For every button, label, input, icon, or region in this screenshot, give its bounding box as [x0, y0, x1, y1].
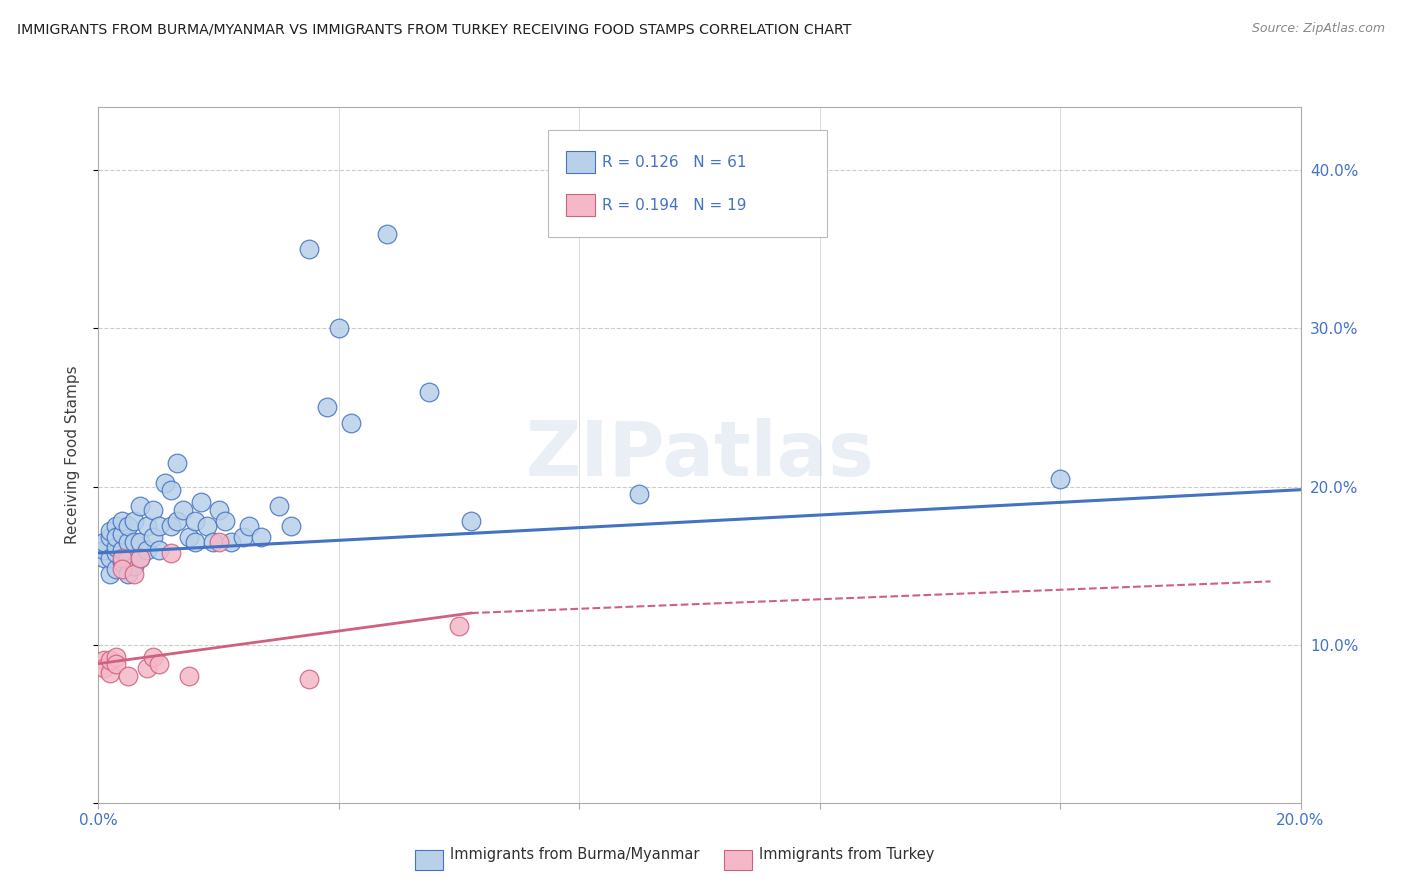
Point	[208, 534, 231, 549]
Point	[148, 519, 170, 533]
Point	[100, 530, 122, 544]
Point	[129, 550, 152, 565]
Point	[124, 566, 146, 581]
Point	[141, 650, 163, 665]
Point	[1049, 472, 1071, 486]
Point	[111, 556, 134, 570]
Point	[141, 503, 163, 517]
Point	[214, 514, 236, 528]
Point	[100, 666, 122, 681]
Point	[93, 534, 115, 549]
Text: ZIPatlas: ZIPatlas	[526, 418, 873, 491]
Point	[105, 519, 128, 533]
Point	[93, 550, 115, 565]
Point	[208, 503, 231, 517]
Text: IMMIGRANTS FROM BURMA/MYANMAR VS IMMIGRANTS FROM TURKEY RECEIVING FOOD STAMPS CO: IMMIGRANTS FROM BURMA/MYANMAR VS IMMIGRA…	[17, 22, 852, 37]
Point	[328, 321, 350, 335]
Text: Source: ZipAtlas.com: Source: ZipAtlas.com	[1251, 22, 1385, 36]
Point	[100, 524, 122, 538]
Point	[148, 657, 170, 671]
Point	[159, 519, 181, 533]
Point	[177, 669, 200, 683]
Point	[141, 530, 163, 544]
Point	[111, 514, 134, 528]
Point	[129, 550, 152, 565]
Point	[183, 534, 205, 549]
Point	[135, 542, 157, 557]
Point	[100, 550, 122, 565]
Point	[315, 401, 337, 415]
Point	[249, 530, 271, 544]
Point	[135, 661, 157, 675]
Point	[298, 673, 321, 687]
Point	[117, 566, 139, 581]
Point	[129, 499, 152, 513]
Point	[105, 562, 128, 576]
Point	[340, 417, 363, 431]
Point	[117, 550, 139, 565]
Point	[105, 530, 128, 544]
Point	[93, 542, 115, 557]
Point	[166, 456, 188, 470]
Point	[418, 384, 440, 399]
Point	[177, 530, 200, 544]
Point	[105, 546, 128, 560]
Point	[117, 519, 139, 533]
Point	[195, 519, 218, 533]
Point	[124, 558, 146, 573]
Point	[105, 657, 128, 671]
Point	[111, 550, 134, 565]
Point	[93, 653, 115, 667]
Point	[135, 519, 157, 533]
Point	[166, 514, 188, 528]
Point	[148, 542, 170, 557]
Point	[628, 487, 651, 501]
Point	[153, 476, 176, 491]
Point	[460, 514, 482, 528]
Point	[447, 618, 470, 632]
Point	[172, 503, 194, 517]
Point	[201, 534, 224, 549]
Point	[267, 499, 290, 513]
Point	[117, 534, 139, 549]
Point	[124, 514, 146, 528]
Point	[232, 530, 254, 544]
Point	[100, 566, 122, 581]
Text: Immigrants from Turkey: Immigrants from Turkey	[759, 847, 935, 862]
Point	[117, 669, 139, 683]
Point	[105, 650, 128, 665]
Y-axis label: Receiving Food Stamps: Receiving Food Stamps	[65, 366, 80, 544]
Point	[111, 527, 134, 541]
Point	[100, 653, 122, 667]
Point	[93, 661, 115, 675]
Text: R = 0.126   N = 61: R = 0.126 N = 61	[602, 154, 747, 169]
Point	[298, 243, 321, 257]
Point	[159, 546, 181, 560]
Text: Immigrants from Burma/Myanmar: Immigrants from Burma/Myanmar	[450, 847, 699, 862]
Point	[280, 519, 302, 533]
Point	[129, 534, 152, 549]
Point	[105, 540, 128, 554]
Point	[111, 542, 134, 557]
Text: R = 0.194   N = 19: R = 0.194 N = 19	[602, 197, 747, 212]
Point	[375, 227, 398, 241]
Point	[124, 534, 146, 549]
Point	[219, 534, 242, 549]
Point	[159, 483, 181, 497]
Point	[190, 495, 212, 509]
Point	[111, 562, 134, 576]
Point	[183, 514, 205, 528]
Point	[238, 519, 260, 533]
